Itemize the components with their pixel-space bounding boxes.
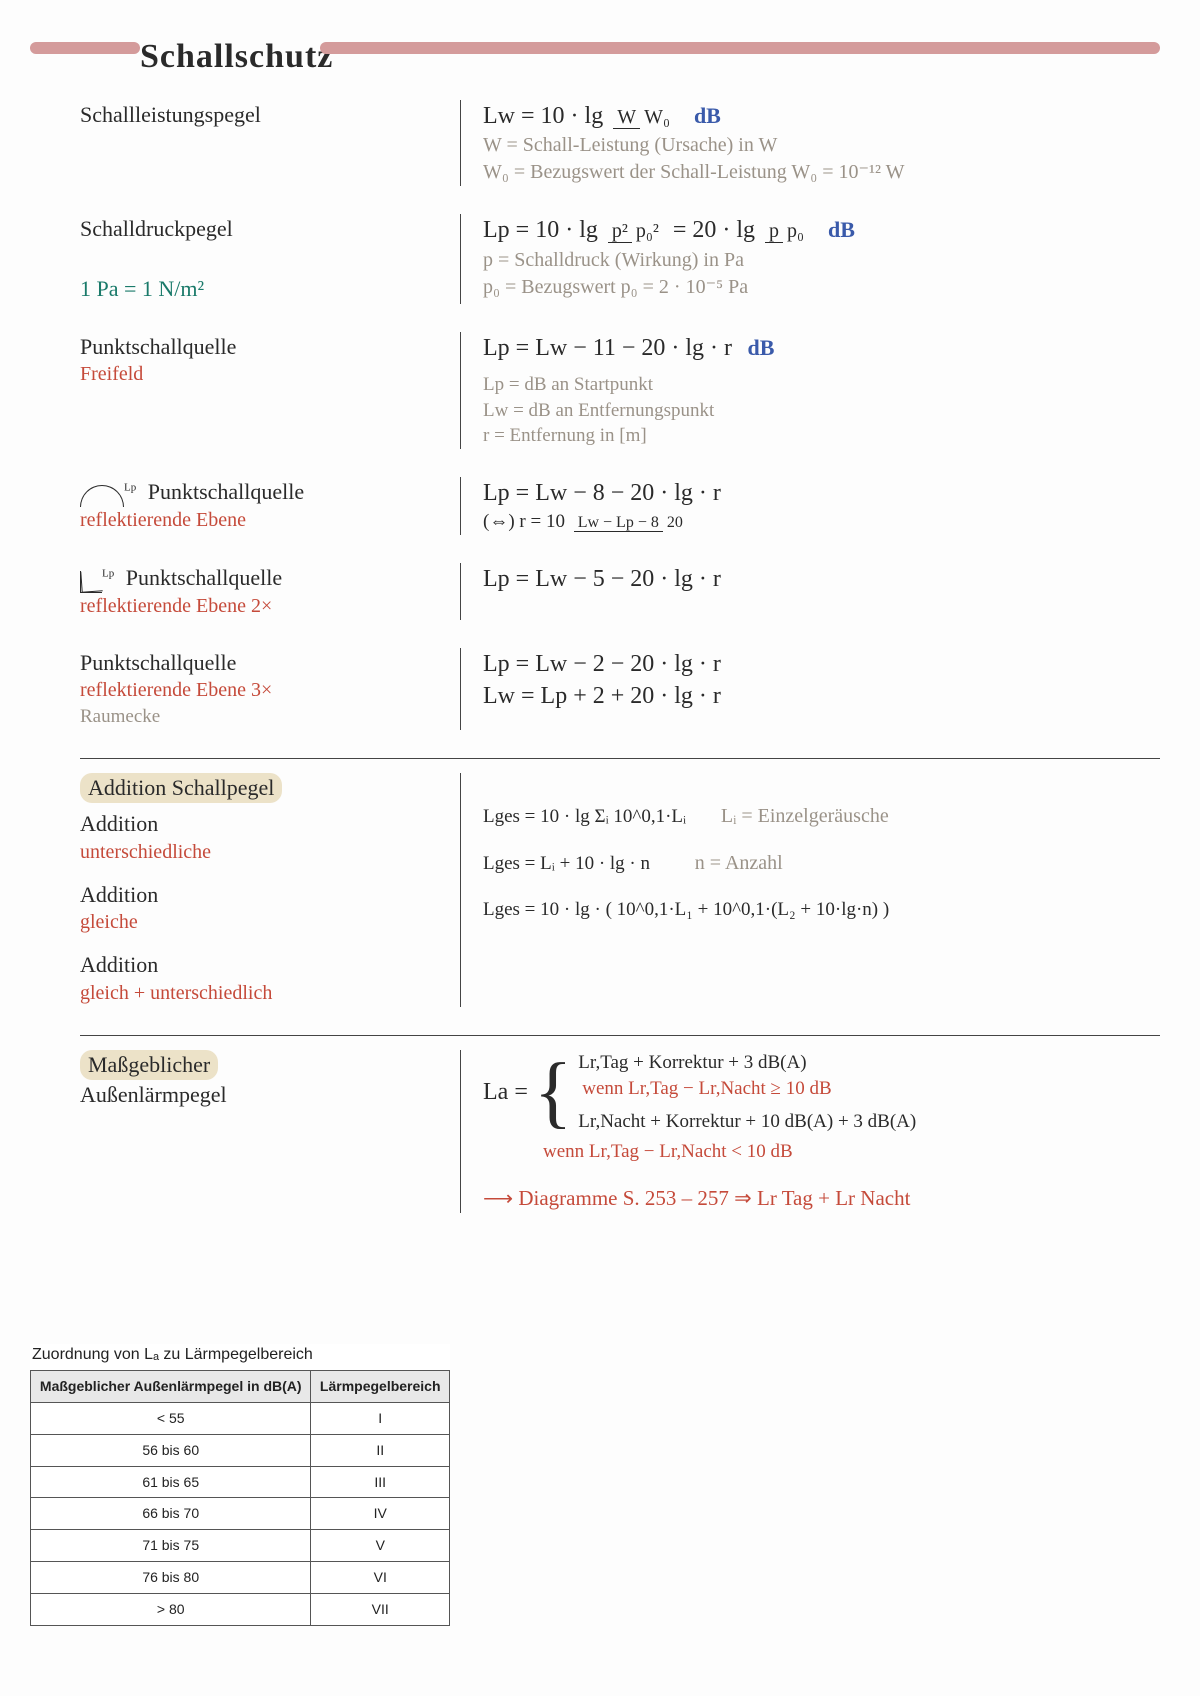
unit-db: dB <box>694 103 721 128</box>
larmpegel-table: Zuordnung von Lₐ zu Lärmpegelbereich Maß… <box>30 1344 450 1626</box>
ref-diagrams: ⟶ Diagramme S. 253 – 257 ⇒ Lr Tag + Lr N… <box>483 1184 1160 1212</box>
eq-refl3a: Lp = Lw − 2 − 20 · lg · r <box>483 648 1160 680</box>
table-header-2: Lärmpegelbereich <box>311 1370 450 1402</box>
table-row: 66 bis 70IV <box>31 1498 450 1530</box>
table-caption: Zuordnung von Lₐ zu Lärmpegelbereich <box>30 1344 450 1366</box>
eq-refl2: Lp = Lw − 5 − 20 · lg · r <box>483 563 1160 595</box>
case1: Lr,Tag + Korrektur + 3 dB(A) <box>578 1050 916 1076</box>
note-p0: p₀ = Bezugswert p₀ = 2 · 10⁻⁵ Pa <box>483 274 1160 301</box>
page-title: Schallschutz <box>140 34 333 80</box>
note-w: W = Schall-Leistung (Ursache) in W <box>483 132 1160 159</box>
note-pa: 1 Pa = 1 N/m² <box>80 274 448 304</box>
sketch-half-dome-icon <box>80 485 124 507</box>
table-row: 71 bis 75V <box>31 1530 450 1562</box>
eq-lw: Lw = 10 · lg WW₀ <box>483 103 684 129</box>
eq-refl1: Lp = Lw − 8 − 20 · lg · r <box>483 477 1160 509</box>
divider <box>80 1035 1160 1036</box>
table-row: 76 bis 80VI <box>31 1562 450 1594</box>
eq-lp: Lp = 10 · lg p²p₀² = 20 · lg pp₀ <box>483 217 818 243</box>
case2: Lr,Nacht + Korrektur + 10 dB(A) + 3 dB(A… <box>578 1109 916 1135</box>
brace-icon: { <box>534 1064 572 1120</box>
eq-freifeld: Lp = Lw − 11 − 20 · lg · r <box>483 335 732 361</box>
eq-add2: Lges = Lᵢ + 10 · lg · n <box>483 853 650 874</box>
table-header-1: Maßgeblicher Außenlärmpegel in dB(A) <box>31 1370 311 1402</box>
eq-refl3b: Lw = Lp + 2 + 20 · lg · r <box>483 680 1160 712</box>
table-row: < 55I <box>31 1402 450 1434</box>
note-w0: W₀ = Bezugswert der Schall-Leistung W₀ =… <box>483 159 1160 186</box>
table-row: > 80VII <box>31 1594 450 1626</box>
heading-addition: Addition Schallpegel <box>80 773 282 803</box>
table-row: 56 bis 60II <box>31 1434 450 1466</box>
header-bar-left <box>30 42 140 54</box>
notes-body: Schallleistungspegel Lw = 10 · lg WW₀ dB… <box>80 100 1160 1241</box>
label-punkt-freifeld: Punktschallquelle <box>80 332 448 362</box>
label-schallleistung: Schallleistungspegel <box>80 100 460 186</box>
sketch-corner-icon <box>80 571 102 593</box>
label-schalldruck: Schalldruckpegel <box>80 214 448 244</box>
note-p: p = Schalldruck (Wirkung) in Pa <box>483 247 1160 274</box>
heading-massgeblich: Maßgeblicher <box>80 1050 218 1080</box>
header-bar-right <box>320 42 1160 54</box>
eq-add1: Lges = 10 · lg Σᵢ 10^0,1·Lᵢ <box>483 806 686 827</box>
divider <box>80 758 1160 759</box>
eq-add3: Lges = 10 · lg · ( 10^0,1·L₁ + 10^0,1·(L… <box>483 897 1160 923</box>
table-row: 61 bis 65III <box>31 1466 450 1498</box>
